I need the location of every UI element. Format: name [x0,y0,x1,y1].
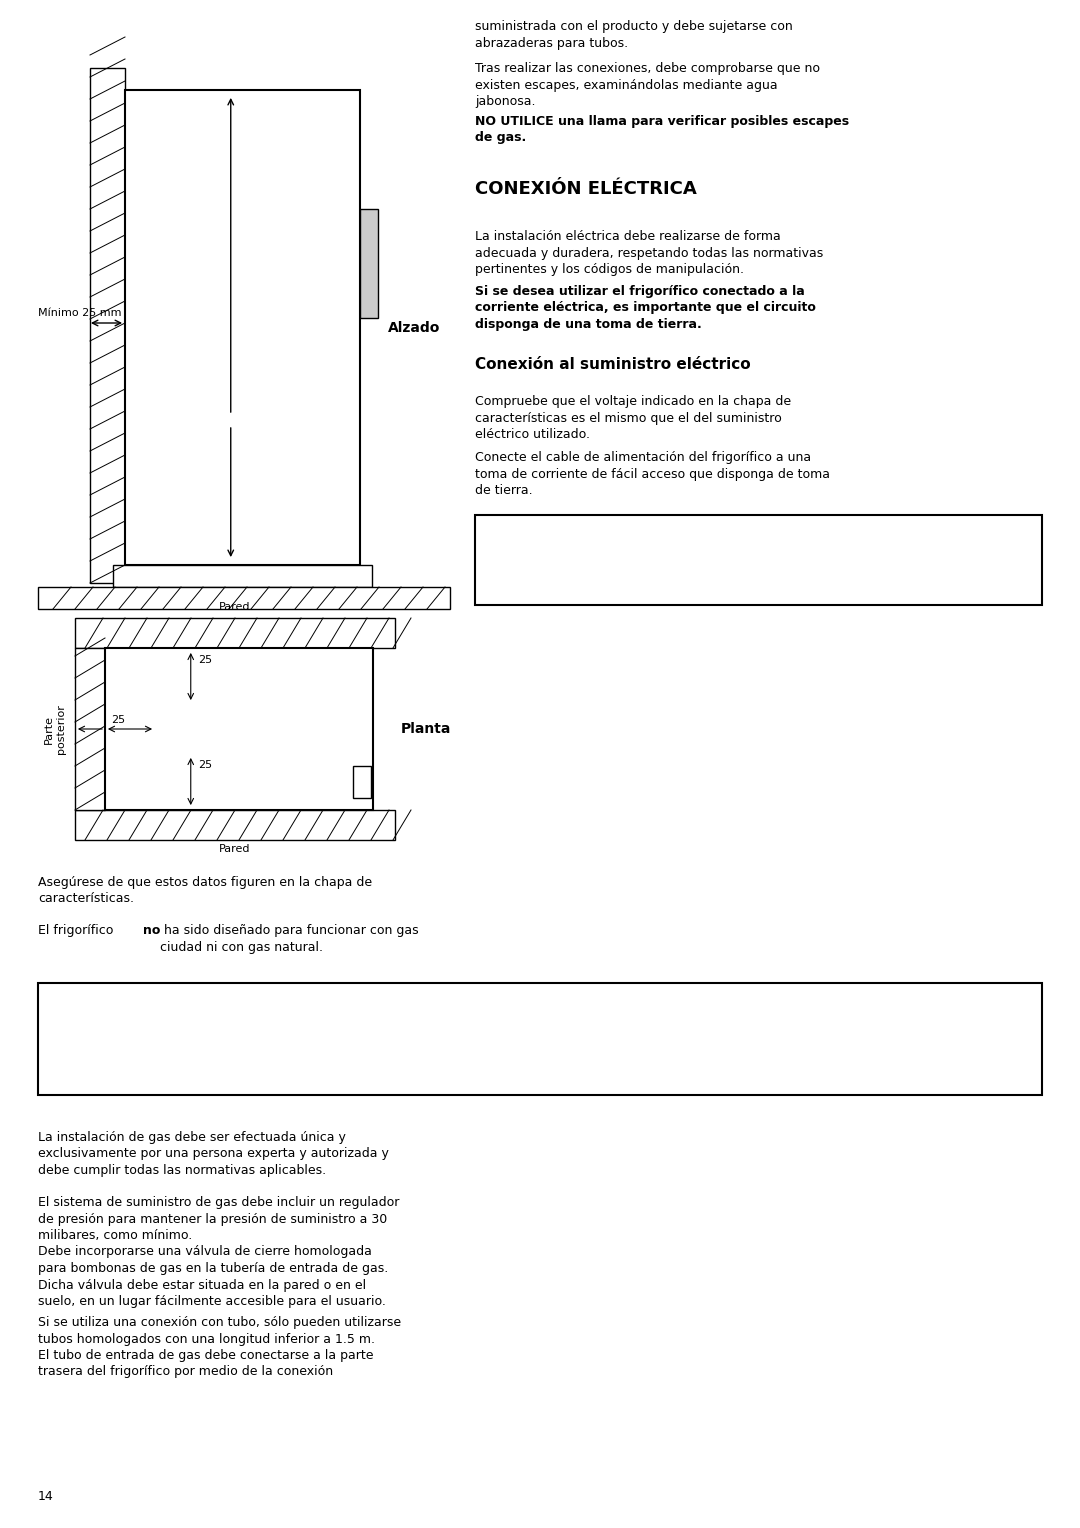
Text: El sistema de suministro de gas debe incluir un regulador
de presión para manten: El sistema de suministro de gas debe inc… [38,1196,400,1308]
Text: Pared: Pared [219,602,251,613]
Text: Asegúrese de que estos datos figuren en la chapa de
características.: Asegúrese de que estos datos figuren en … [38,876,373,906]
Text: La instalación de gas debe ser efectuada única y
exclusivamente por una persona : La instalación de gas debe ser efectuada… [38,1131,389,1177]
Text: CONEXIÓN ELÉCTRICA: CONEXIÓN ELÉCTRICA [475,180,697,199]
Text: 14: 14 [38,1490,54,1504]
Bar [75,617,395,648]
Text: NO UTILICE una llama para verificar posibles escapes
de gas.: NO UTILICE una llama para verificar posi… [475,115,849,145]
Bar [105,648,373,810]
Bar [113,565,372,587]
Text: Si se utiliza una conexión con tubo, sólo pueden utilizarse
tubos homologados co: Si se utiliza una conexión con tubo, sól… [38,1316,401,1378]
Text: 25: 25 [111,715,125,724]
Bar [75,648,105,810]
Text: no: no [143,924,160,937]
Text: ha sido diseñado para funcionar con gas
ciudad ni con gas natural.: ha sido diseñado para funcionar con gas … [160,924,419,953]
Text: Si se desea utilizar el frigorífico conectado a la
corriente eléctrica, es impor: Si se desea utilizar el frigorífico cone… [475,286,815,332]
Text: Conecte el cable de alimentación del frigorífico a una
toma de corriente de fáci: Conecte el cable de alimentación del fri… [475,451,831,497]
Text: Mínimo 25 mm: Mínimo 25 mm [38,309,121,318]
Bar [475,515,1042,605]
Text: La instalación eléctrica debe realizarse de forma
adecuada y duradera, respetand: La instalación eléctrica debe realizarse… [475,231,823,277]
Text: Tras realizar las conexiones, debe comprobarse que no
existen escapes, examinánd: Tras realizar las conexiones, debe compr… [475,63,820,108]
Text: El frigorífico: El frigorífico [38,924,118,937]
Text: Alzado: Alzado [388,321,441,335]
Text: 25: 25 [198,759,212,770]
Bar [353,766,372,798]
Bar [38,587,450,610]
Bar [38,983,1042,1096]
Text: suministrada con el producto y debe sujetarse con
abrazaderas para tubos.: suministrada con el producto y debe suje… [475,20,793,49]
Text: ¡ATENCIÓN! COMPRUEBE QUE EL GAS DE
ALIMENTACIÓN  PARA  EL  FRIGORÍFICO
TENGA LA : ¡ATENCIÓN! COMPRUEBE QUE EL GAS DE ALIME… [53,993,351,1077]
Text: Planta: Planta [401,723,451,736]
Text: Conexión al suministro eléctrico: Conexión al suministro eléctrico [475,358,751,371]
Bar [125,90,360,565]
Text: Parte
posterior: Parte posterior [44,704,66,753]
Text: 25: 25 [198,656,212,665]
Text: Pared: Pared [219,843,251,854]
Text: Los cables eléctricos deben colocarse de
manera que no puedan entrar en contacto: Los cables eléctricos deben colocarse de… [488,526,843,575]
Text: Compruebe que el voltaje indicado en la chapa de
características es el mismo que: Compruebe que el voltaje indicado en la … [475,396,792,442]
Bar [90,69,125,584]
Bar [360,209,378,318]
Bar [75,810,395,840]
